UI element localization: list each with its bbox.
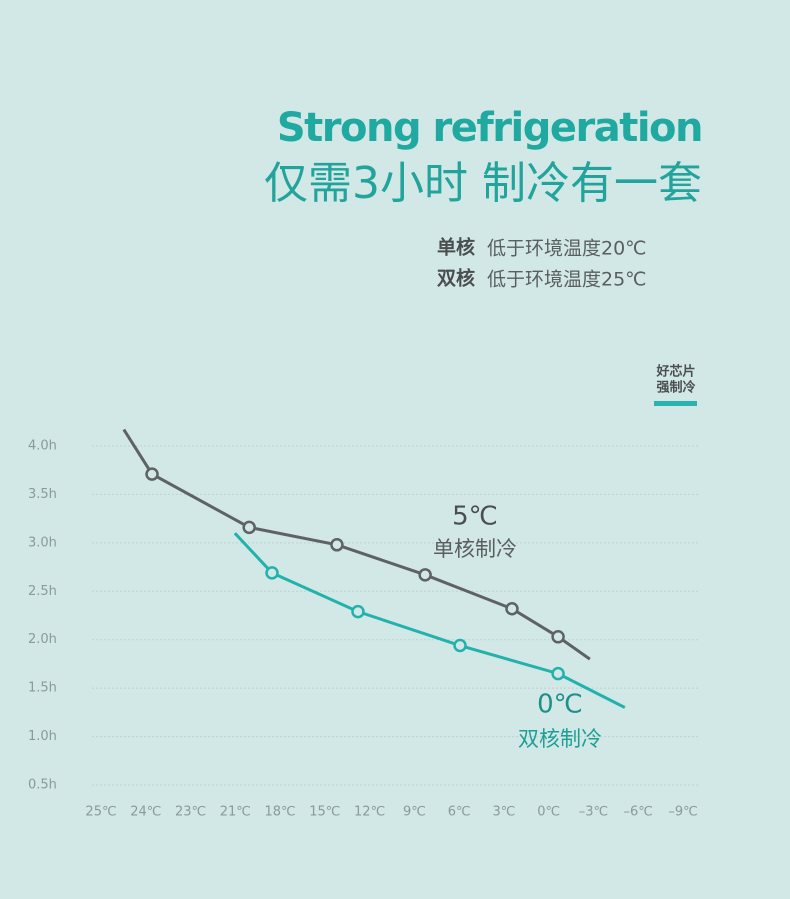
point-marker xyxy=(145,467,159,481)
point-marker xyxy=(351,604,365,619)
x-tick-label: 18℃ xyxy=(264,805,295,820)
x-tick-label: –6℃ xyxy=(624,805,653,820)
x-tick-label: 0℃ xyxy=(537,805,560,820)
x-tick-label: 25℃ xyxy=(85,805,116,820)
x-tick-label: 15℃ xyxy=(309,805,340,820)
x-tick-label: –3℃ xyxy=(579,805,608,820)
note-label: 双核 xyxy=(437,267,475,290)
chart-title: Strong refrigeration xyxy=(277,105,702,151)
y-tick-label: 1.5h xyxy=(28,681,57,696)
series-line xyxy=(122,428,591,661)
x-tick-label: –9℃ xyxy=(668,805,697,820)
point-marker xyxy=(265,566,279,580)
note-text: 低于环境温度20℃ xyxy=(487,238,647,260)
note-label: 单核 xyxy=(437,236,475,259)
point-marker xyxy=(505,601,519,616)
x-tick-label: 24℃ xyxy=(130,805,161,820)
point-marker xyxy=(418,568,432,582)
y-tick-label: 2.5h xyxy=(28,584,57,599)
point-marker xyxy=(551,630,565,644)
y-tick-label: 0.5h xyxy=(28,778,57,793)
y-tick-label: 3.5h xyxy=(28,487,57,502)
y-tick-label: 4.0h xyxy=(28,439,57,454)
note-text: 低于环境温度25℃ xyxy=(487,269,647,291)
legend-text: 好芯片 xyxy=(655,364,695,380)
series-annotation: 5℃ xyxy=(452,502,498,532)
chart-subtitle: 仅需3小时 制冷有一套 xyxy=(264,158,702,209)
point-marker xyxy=(330,538,344,552)
series-label: 单核制冷 xyxy=(433,537,517,561)
series-annotation: 0℃ xyxy=(537,690,583,720)
x-tick-label: 23℃ xyxy=(175,805,206,820)
x-tick-label: 3℃ xyxy=(492,805,515,820)
x-tick-label: 9℃ xyxy=(403,805,426,820)
y-tick-label: 3.0h xyxy=(28,535,57,550)
y-tick-label: 2.0h xyxy=(28,632,57,647)
legend-swatch xyxy=(654,401,697,406)
y-tick-label: 1.0h xyxy=(28,729,57,744)
x-tick-label: 21℃ xyxy=(220,805,251,820)
x-tick-label: 12℃ xyxy=(354,805,385,820)
point-marker xyxy=(242,520,256,535)
point-marker xyxy=(453,638,467,653)
legend-text: 强制冷 xyxy=(656,380,695,396)
x-tick-label: 6℃ xyxy=(448,805,471,820)
series-label: 双核制冷 xyxy=(518,727,602,751)
series-line xyxy=(233,532,626,709)
point-marker xyxy=(551,666,565,681)
